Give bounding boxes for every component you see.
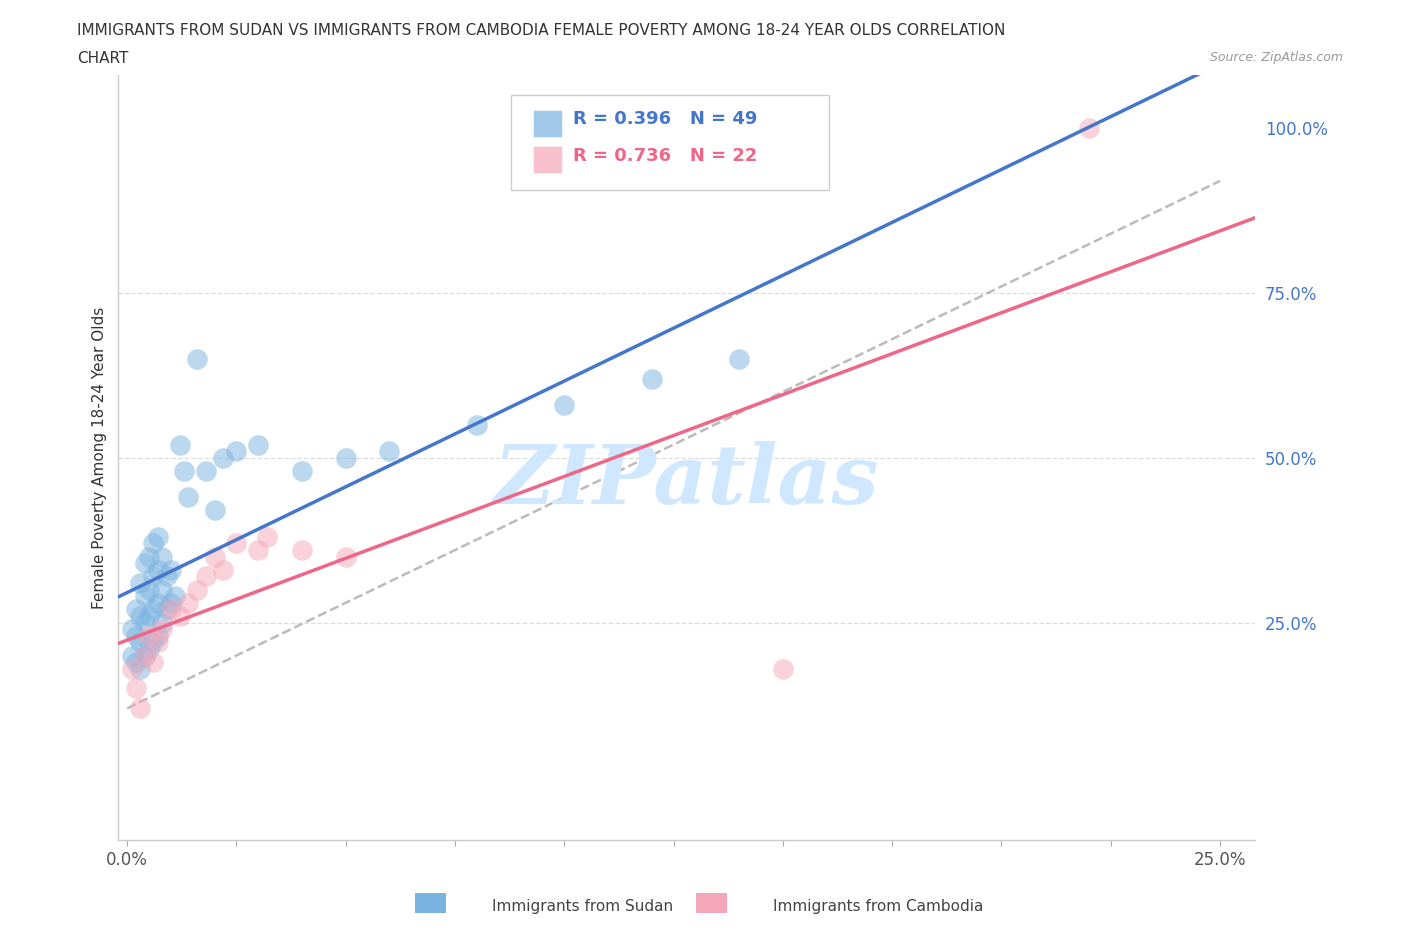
Point [169, 437, 191, 452]
Point [138, 642, 160, 657]
Point [160, 595, 183, 610]
Point [641, 371, 664, 386]
FancyBboxPatch shape [510, 95, 828, 190]
Point [204, 550, 226, 565]
Point [177, 490, 200, 505]
Point [125, 681, 148, 696]
Point [165, 589, 187, 604]
Point [129, 635, 152, 650]
Point [212, 563, 235, 578]
Point [1077, 121, 1099, 136]
FancyBboxPatch shape [533, 110, 562, 137]
Point [134, 648, 156, 663]
Point [121, 648, 143, 663]
Point [247, 542, 270, 557]
Point [146, 595, 169, 610]
Point [212, 450, 235, 465]
Point [142, 602, 165, 617]
Point [146, 629, 169, 644]
Point [256, 529, 278, 544]
Point [772, 661, 794, 676]
Point [155, 569, 177, 584]
Point [134, 589, 156, 604]
Point [160, 602, 183, 617]
Point [134, 556, 156, 571]
Point [129, 661, 152, 676]
Point [146, 529, 169, 544]
Point [186, 582, 208, 597]
Text: Immigrants from Sudan: Immigrants from Sudan [492, 899, 673, 914]
Point [169, 608, 191, 623]
Point [146, 635, 169, 650]
Point [142, 655, 165, 670]
Text: Source: ZipAtlas.com: Source: ZipAtlas.com [1209, 51, 1343, 64]
Point [194, 569, 217, 584]
Point [465, 418, 488, 432]
Point [129, 576, 152, 591]
Point [291, 542, 314, 557]
Text: CHART: CHART [77, 51, 129, 66]
Point [129, 701, 152, 716]
Point [125, 655, 148, 670]
FancyBboxPatch shape [533, 146, 562, 173]
Point [160, 563, 183, 578]
Point [134, 648, 156, 663]
Point [291, 463, 314, 478]
Point [146, 563, 169, 578]
Point [150, 582, 173, 597]
Point [134, 615, 156, 630]
Point [121, 661, 143, 676]
Point [186, 352, 208, 366]
Point [173, 463, 195, 478]
Point [142, 635, 165, 650]
Point [129, 608, 152, 623]
Point [138, 629, 160, 644]
Text: IMMIGRANTS FROM SUDAN VS IMMIGRANTS FROM CAMBODIA FEMALE POVERTY AMONG 18-24 YEA: IMMIGRANTS FROM SUDAN VS IMMIGRANTS FROM… [77, 23, 1005, 38]
Point [150, 550, 173, 565]
Point [138, 608, 160, 623]
Point [378, 444, 401, 458]
Point [728, 352, 751, 366]
Point [142, 569, 165, 584]
Text: R = 0.396   N = 49: R = 0.396 N = 49 [574, 110, 758, 128]
Text: ZIPatlas: ZIPatlas [494, 441, 880, 521]
Point [225, 444, 247, 458]
Point [225, 536, 247, 551]
Point [150, 615, 173, 630]
Point [177, 595, 200, 610]
Point [335, 450, 357, 465]
Point [155, 602, 177, 617]
Point [121, 622, 143, 637]
Text: R = 0.736   N = 22: R = 0.736 N = 22 [574, 147, 758, 165]
Point [142, 536, 165, 551]
Point [138, 582, 160, 597]
Point [125, 602, 148, 617]
Point [194, 463, 217, 478]
Point [335, 550, 357, 565]
Text: Immigrants from Cambodia: Immigrants from Cambodia [773, 899, 984, 914]
Point [247, 437, 270, 452]
Point [150, 622, 173, 637]
Point [204, 503, 226, 518]
Point [125, 629, 148, 644]
Y-axis label: Female Poverty Among 18-24 Year Olds: Female Poverty Among 18-24 Year Olds [93, 307, 107, 609]
Point [553, 398, 575, 413]
Point [138, 550, 160, 565]
